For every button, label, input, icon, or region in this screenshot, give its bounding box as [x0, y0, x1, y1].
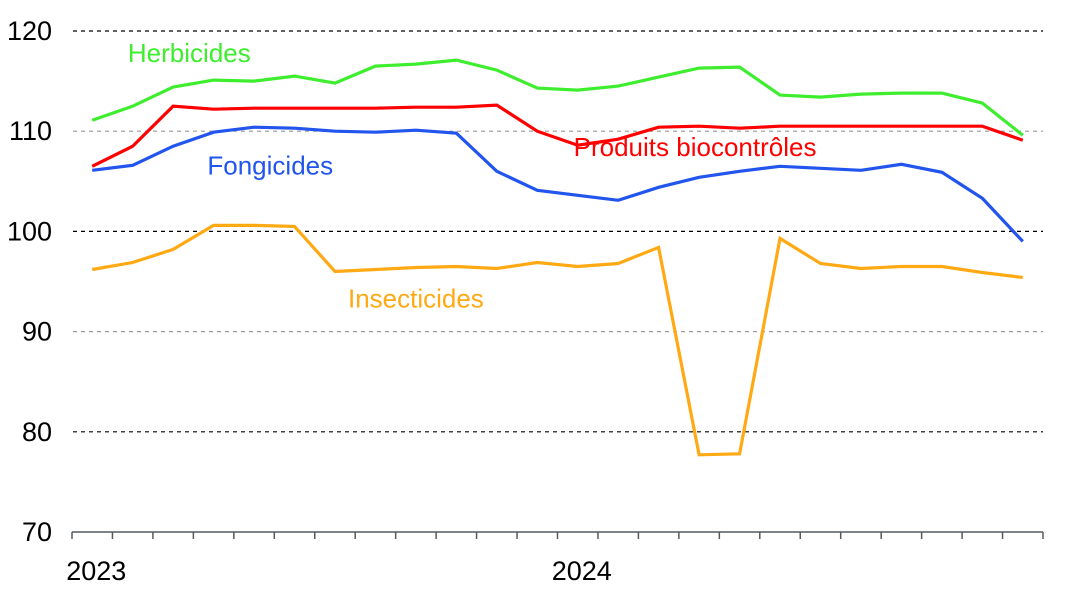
x-axis: 2023 2024	[66, 531, 1044, 586]
series-line-herbicides	[91, 58, 1024, 137]
y-tick-label: 120	[7, 16, 52, 46]
series-line-produits-biocontroles	[91, 103, 1024, 168]
series-label-produits-biocontroles: Produits biocontrôles	[574, 132, 817, 162]
y-tick-label: 70	[22, 517, 52, 547]
series-line-insecticides	[91, 223, 1023, 457]
series-label-fongicides: Fongicides	[207, 150, 333, 180]
x-tick-label: 2024	[552, 556, 612, 586]
y-axis: 70 80 90 100 110 120	[7, 16, 52, 547]
y-tick-label: 100	[7, 216, 52, 246]
series-label-herbicides: Herbicides	[128, 38, 251, 68]
gridlines	[73, 30, 1043, 433]
x-tick-label: 2023	[66, 556, 126, 586]
series-label-insecticides: Insecticides	[348, 284, 484, 314]
series-labels: Herbicides Produits biocontrôles Fongicide…	[128, 38, 817, 313]
y-tick-label: 110	[9, 116, 52, 146]
y-tick-label: 90	[22, 317, 52, 347]
series-line-fongicides	[92, 125, 1024, 243]
series-lines	[91, 58, 1024, 457]
y-tick-label: 80	[22, 417, 52, 447]
